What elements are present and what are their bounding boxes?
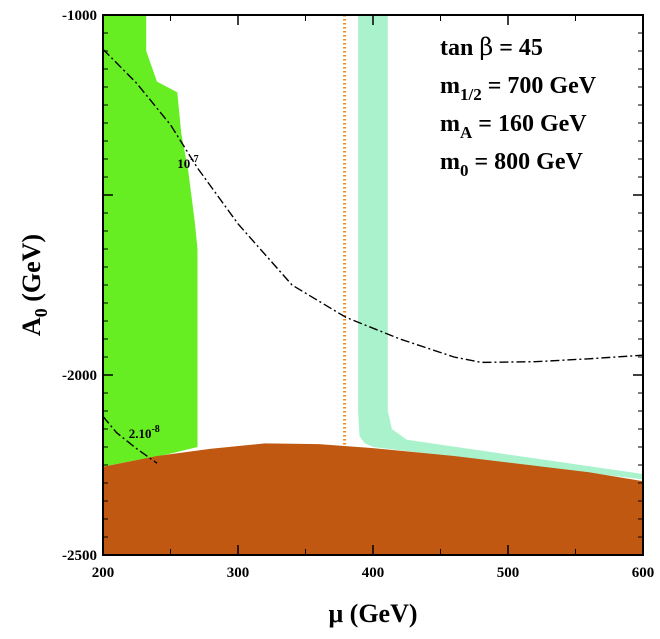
green-region — [103, 15, 198, 467]
x-tick-label: 200 — [92, 565, 115, 581]
y-tick-label: -2000 — [62, 368, 97, 384]
contour-2e-8-label: 2.10-8 — [129, 424, 160, 441]
lines-layer — [103, 15, 643, 464]
regions-layer — [103, 15, 643, 555]
ticks-layer — [102, 15, 644, 555]
y-tick-label: -2500 — [62, 548, 97, 564]
brown-region — [103, 443, 643, 555]
y-tick-label: -1000 — [62, 8, 97, 24]
y-axis-title: A0 (GeV) — [17, 234, 51, 336]
annotation-tan-beta: tan β = 45 — [440, 33, 543, 61]
x-tick-label: 400 — [362, 565, 385, 581]
x-tick-label: 500 — [497, 565, 520, 581]
x-axis-title: μ (GeV) — [328, 599, 417, 628]
labels-layer: 10-7 2.10-8 200 300 400 500 600 -1000 -2000 -2500… — [17, 8, 654, 628]
contour-1e-7 — [103, 48, 643, 364]
annotation-m-zero: m0 = 800 GeV — [440, 149, 583, 180]
annotation-m-a: mA = 160 GeV — [440, 111, 587, 142]
contour-2e-8 — [103, 415, 158, 464]
x-tick-label: 300 — [227, 565, 250, 581]
x-tick-label: 600 — [632, 565, 655, 581]
annotation-m-half: m1/2 = 700 GeV — [440, 73, 597, 104]
annotations-layer: tan β = 45 m1/2 = 700 GeV mA = 160 GeV m0 =… — [440, 33, 597, 180]
light-green-band — [358, 15, 643, 480]
contour-1e-7-label: 10-7 — [177, 154, 198, 171]
